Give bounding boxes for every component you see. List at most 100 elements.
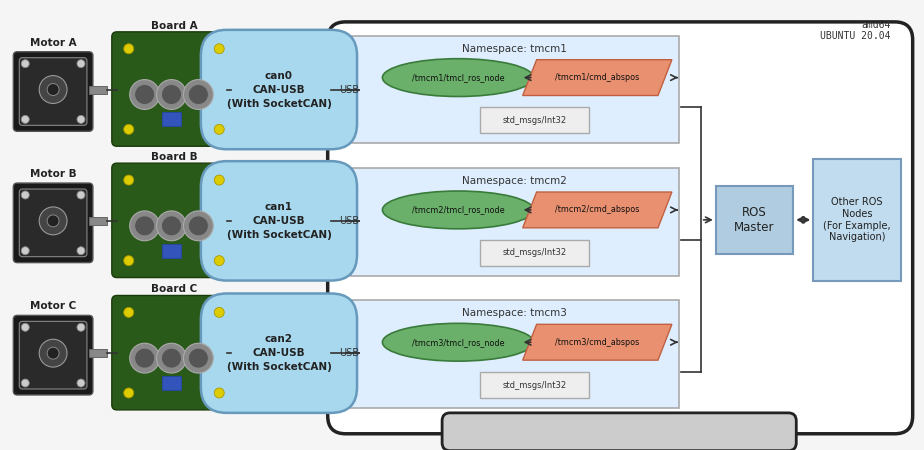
Circle shape <box>162 348 181 368</box>
Circle shape <box>47 215 59 227</box>
FancyBboxPatch shape <box>201 30 357 149</box>
Circle shape <box>77 247 85 255</box>
Circle shape <box>184 80 213 109</box>
Ellipse shape <box>383 58 534 96</box>
Text: /tmcm3/cmd_abspos: /tmcm3/cmd_abspos <box>555 338 639 347</box>
Circle shape <box>129 80 160 109</box>
FancyBboxPatch shape <box>13 315 93 395</box>
Bar <box>480 372 590 398</box>
Text: Namespace: tmcm2: Namespace: tmcm2 <box>462 176 567 186</box>
FancyBboxPatch shape <box>112 32 237 146</box>
Circle shape <box>214 256 225 266</box>
Circle shape <box>184 211 213 241</box>
Bar <box>813 159 901 280</box>
Circle shape <box>124 307 134 317</box>
Bar <box>89 349 107 357</box>
Circle shape <box>21 247 30 255</box>
Circle shape <box>214 124 225 134</box>
Circle shape <box>135 85 154 104</box>
Circle shape <box>77 324 85 331</box>
Text: USB: USB <box>339 85 359 94</box>
Circle shape <box>21 324 30 331</box>
Bar <box>480 108 590 133</box>
Polygon shape <box>523 324 672 360</box>
Text: Board B: Board B <box>151 152 198 162</box>
Text: USB: USB <box>339 348 359 358</box>
Circle shape <box>39 76 67 104</box>
Circle shape <box>214 388 225 398</box>
Text: Motor C: Motor C <box>30 302 77 311</box>
Circle shape <box>124 388 134 398</box>
Circle shape <box>188 85 208 104</box>
Text: /tmcm1/cmd_abspos: /tmcm1/cmd_abspos <box>555 73 639 82</box>
Circle shape <box>124 256 134 266</box>
FancyBboxPatch shape <box>328 22 913 434</box>
Text: Motor A: Motor A <box>30 38 77 48</box>
Circle shape <box>214 307 225 317</box>
Polygon shape <box>523 192 672 228</box>
Circle shape <box>156 211 187 241</box>
Circle shape <box>21 191 30 199</box>
Bar <box>162 112 181 126</box>
Bar <box>162 376 181 390</box>
Text: /tmcm1/tmcl_ros_node: /tmcm1/tmcl_ros_node <box>412 73 505 82</box>
Circle shape <box>77 379 85 387</box>
Circle shape <box>39 339 67 367</box>
Circle shape <box>77 191 85 199</box>
Circle shape <box>135 348 154 368</box>
Circle shape <box>129 211 160 241</box>
Bar <box>89 217 107 225</box>
FancyBboxPatch shape <box>112 296 237 410</box>
Bar <box>350 168 679 275</box>
Circle shape <box>124 44 134 54</box>
Text: Namespace: tmcm1: Namespace: tmcm1 <box>462 44 567 54</box>
Circle shape <box>47 347 59 359</box>
Circle shape <box>214 44 225 54</box>
Text: std_msgs/Int32: std_msgs/Int32 <box>503 381 566 390</box>
Ellipse shape <box>383 191 534 229</box>
Text: /tmcm2/tmcl_ros_node: /tmcm2/tmcl_ros_node <box>412 205 505 214</box>
FancyBboxPatch shape <box>201 161 357 280</box>
Circle shape <box>156 80 187 109</box>
Text: Other ROS
Nodes
(For Example,
Navigation): Other ROS Nodes (For Example, Navigation… <box>823 198 891 242</box>
Ellipse shape <box>383 324 534 361</box>
Text: USB: USB <box>339 216 359 226</box>
Circle shape <box>188 348 208 368</box>
Circle shape <box>214 175 225 185</box>
FancyBboxPatch shape <box>13 183 93 263</box>
Text: std_msgs/Int32: std_msgs/Int32 <box>503 248 566 257</box>
Bar <box>89 86 107 94</box>
Circle shape <box>124 175 134 185</box>
Circle shape <box>39 207 67 235</box>
Circle shape <box>77 60 85 68</box>
FancyBboxPatch shape <box>19 321 87 389</box>
Text: can1
CAN-USB
(With SocketCAN): can1 CAN-USB (With SocketCAN) <box>226 202 332 240</box>
Text: can0
CAN-USB
(With SocketCAN): can0 CAN-USB (With SocketCAN) <box>226 71 332 108</box>
FancyBboxPatch shape <box>19 189 87 256</box>
Bar <box>716 186 794 254</box>
FancyBboxPatch shape <box>19 58 87 126</box>
Polygon shape <box>523 60 672 95</box>
FancyBboxPatch shape <box>442 413 796 450</box>
Text: /tmcm3/tmcl_ros_node: /tmcm3/tmcl_ros_node <box>412 338 505 347</box>
Text: Board A: Board A <box>151 21 198 31</box>
Text: /tmcm2/cmd_abspos: /tmcm2/cmd_abspos <box>555 205 639 214</box>
Circle shape <box>129 343 160 373</box>
FancyBboxPatch shape <box>112 163 237 278</box>
Circle shape <box>21 379 30 387</box>
Circle shape <box>124 124 134 134</box>
Bar <box>162 244 181 258</box>
Text: Motor B: Motor B <box>30 169 77 179</box>
Circle shape <box>21 60 30 68</box>
FancyBboxPatch shape <box>13 52 93 131</box>
Circle shape <box>184 343 213 373</box>
Circle shape <box>47 84 59 95</box>
Circle shape <box>21 115 30 123</box>
FancyBboxPatch shape <box>201 293 357 413</box>
Circle shape <box>162 216 181 236</box>
Bar <box>350 36 679 143</box>
Text: ROS
Master: ROS Master <box>735 206 774 234</box>
Text: amd64
UBUNTU 20.04: amd64 UBUNTU 20.04 <box>821 20 891 41</box>
Text: std_msgs/Int32: std_msgs/Int32 <box>503 116 566 125</box>
Text: can2
CAN-USB
(With SocketCAN): can2 CAN-USB (With SocketCAN) <box>226 334 332 372</box>
